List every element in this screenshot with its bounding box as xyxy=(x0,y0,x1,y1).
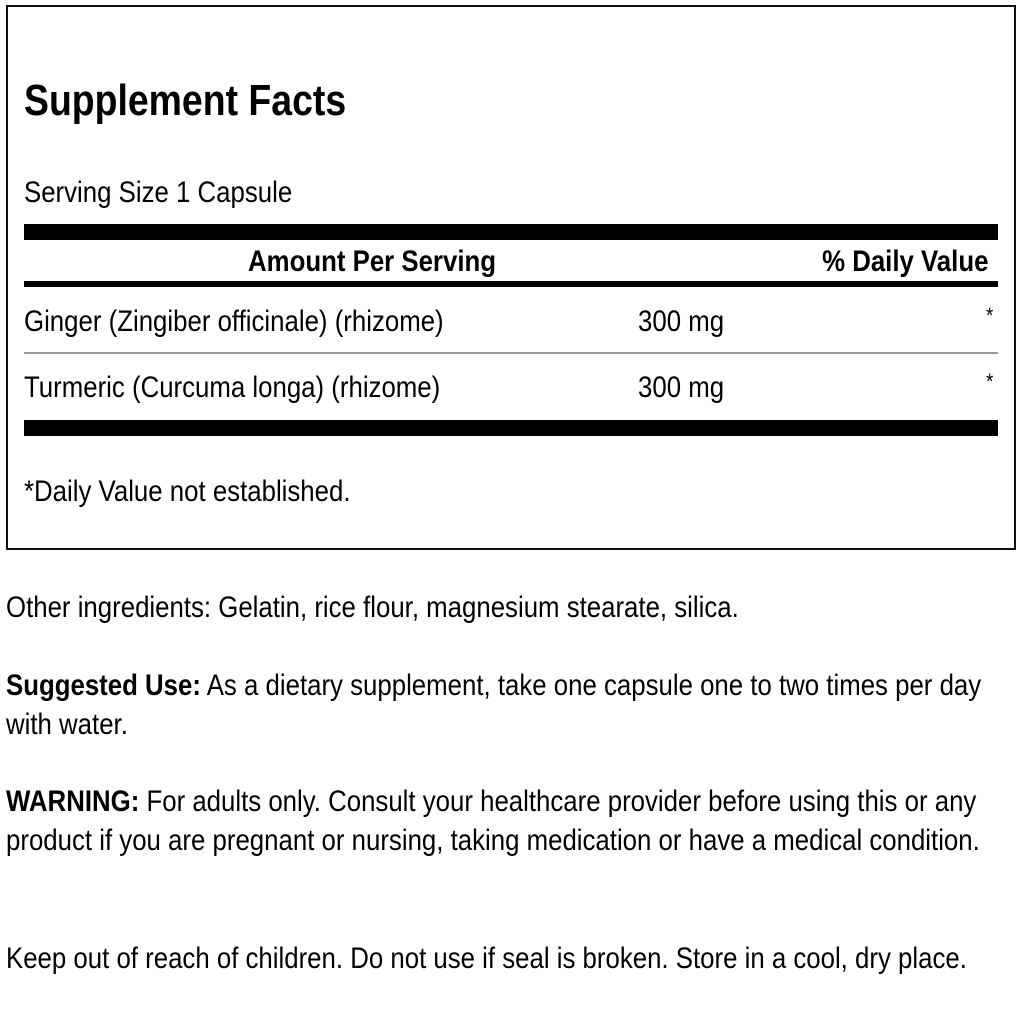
warning-label: WARNING: xyxy=(6,785,140,818)
storage-instructions: Keep out of reach of children. Do not us… xyxy=(6,942,967,975)
row-divider xyxy=(24,352,998,354)
serving-size: Serving Size 1 Capsule xyxy=(24,176,293,209)
header-divider xyxy=(24,281,998,287)
footnote: *Daily Value not established. xyxy=(24,475,351,508)
panel-title: Supplement Facts xyxy=(24,76,347,125)
ingredient-amount: 300 mg xyxy=(638,305,725,338)
other-ingredients: Other ingredients: Gelatin, rice flour, … xyxy=(6,591,739,624)
header-amount-per-serving: Amount Per Serving xyxy=(248,245,497,278)
header-daily-value: % Daily Value xyxy=(821,245,988,278)
ingredient-name: Ginger (Zingiber officinale) (rhizome) xyxy=(24,305,444,338)
ingredient-name: Turmeric (Curcuma longa) (rhizome) xyxy=(24,371,441,404)
supplement-facts-panel xyxy=(6,5,1016,550)
suggested-use-label: Suggested Use: xyxy=(6,669,201,702)
ingredient-dv: * xyxy=(986,303,994,328)
suggested-use-text: As a dietary supplement, take one capsul… xyxy=(6,669,982,741)
warning-text: For adults only. Consult your healthcare… xyxy=(6,785,980,857)
ingredient-amount: 300 mg xyxy=(638,371,725,404)
suggested-use: Suggested Use: As a dietary supplement, … xyxy=(6,666,1017,744)
ingredient-dv: * xyxy=(986,369,994,394)
thick-divider-bottom xyxy=(24,420,998,436)
warning: WARNING: For adults only. Consult your h… xyxy=(6,782,1017,860)
thick-divider-top xyxy=(24,224,998,240)
